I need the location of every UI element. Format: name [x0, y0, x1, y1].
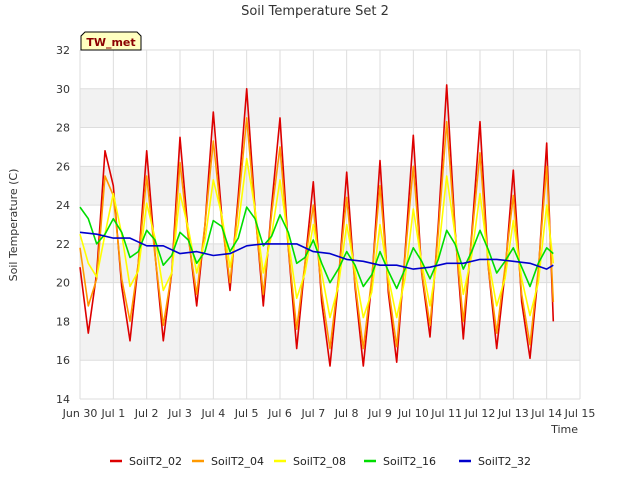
- series-line-soilt2_08: [79, 157, 555, 319]
- y-tick-label: 24: [56, 199, 70, 212]
- legend-label: SoilT2_32: [478, 455, 531, 468]
- x-tick-label: Jul 10: [397, 407, 429, 420]
- plot-band: [80, 321, 580, 361]
- legend: SoilT2_02 SoilT2_04 SoilT2_08 SoilT2_16 Soil…: [110, 455, 531, 468]
- x-tick-label: Jul 7: [300, 407, 325, 420]
- plot-band: [80, 166, 580, 206]
- y-tick-label: 26: [56, 160, 70, 173]
- x-axis-ticks: Jun 30 Jul 1 Jul 2 Jul 3 Jul 4 Jul 5 Jul 6 Jul …: [62, 407, 596, 420]
- legend-label: SoilT2_08: [293, 455, 346, 468]
- y-tick-label: 16: [56, 354, 70, 367]
- y-tick-label: 20: [56, 277, 70, 290]
- x-tick-label: Jul 5: [234, 407, 259, 420]
- y-tick-label: 22: [56, 238, 70, 251]
- x-tick-label: Jul 8: [334, 407, 359, 420]
- grid-lines: [79, 49, 581, 400]
- x-tick-label: Jul 13: [497, 407, 529, 420]
- legend-label: SoilT2_02: [129, 455, 182, 468]
- x-tick-label: Jun 30: [62, 407, 98, 420]
- y-tick-label: 32: [56, 44, 70, 57]
- y-axis-label: Soil Temperature (C): [7, 169, 20, 282]
- y-tick-label: 14: [56, 393, 70, 406]
- x-tick-label: Jul 4: [200, 407, 225, 420]
- x-tick-label: Jul 6: [267, 407, 292, 420]
- x-tick-label: Jul 11: [430, 407, 462, 420]
- badge-shape: [80, 31, 142, 51]
- x-tick-label: Jul 14: [530, 407, 562, 420]
- y-tick-label: 18: [56, 315, 70, 328]
- x-tick-label: Jul 2: [134, 407, 159, 420]
- series-lines: [79, 84, 555, 367]
- legend-label: SoilT2_04: [211, 455, 264, 468]
- y-tick-label: 30: [56, 83, 70, 96]
- badge-label: TW_met: [86, 36, 135, 49]
- x-axis-label: Time: [550, 423, 578, 436]
- plot-band: [80, 88, 580, 128]
- x-tick-label: Jul 15: [564, 407, 596, 420]
- x-tick-label: Jul 3: [167, 407, 192, 420]
- legend-label: SoilT2_16: [383, 455, 436, 468]
- x-tick-label: Jul 12: [464, 407, 496, 420]
- chart-title: Soil Temperature Set 2: [241, 4, 389, 19]
- series-line-soilt2_32: [79, 231, 554, 270]
- x-tick-label: Jul 1: [100, 407, 125, 420]
- y-axis-ticks: 14 16 18 20 22 24 26 28 30 32: [56, 44, 70, 406]
- station-badge: TW_met: [80, 31, 142, 51]
- x-tick-label: Jul 9: [367, 407, 392, 420]
- y-tick-label: 28: [56, 122, 70, 135]
